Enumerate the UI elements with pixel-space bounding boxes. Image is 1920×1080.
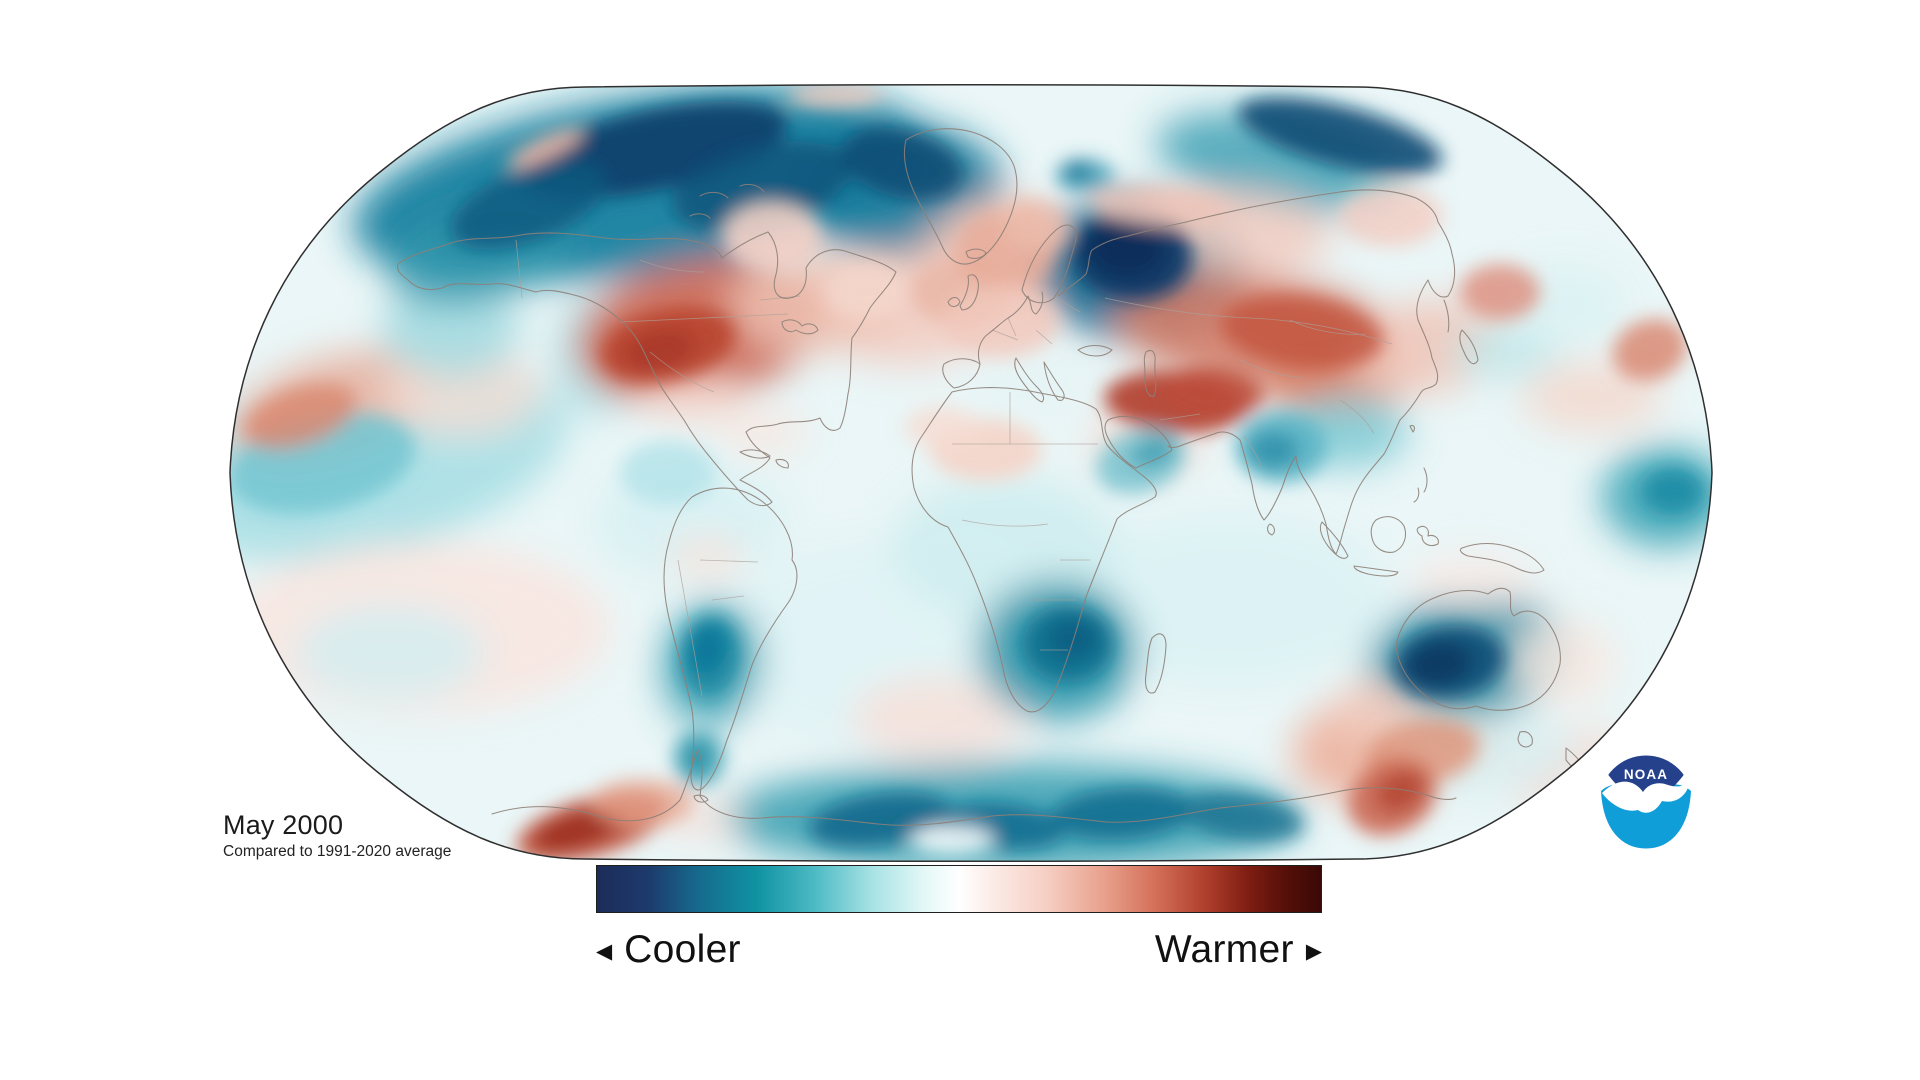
map-title-period: May 2000: [223, 810, 344, 840]
coast-new-guinea: [1459, 542, 1545, 574]
coast-italy: [1014, 357, 1045, 403]
coast-arabia: [1104, 415, 1173, 469]
legend-cooler: ◀ Cooler: [596, 928, 741, 972]
coast-taiwan: [1409, 424, 1415, 433]
coast-tasmania: [1517, 731, 1533, 748]
coast-uk: [959, 274, 979, 311]
coast-philippines: [1413, 467, 1428, 503]
colorbar-legend-labels: ◀ Cooler Warmer ▶: [596, 924, 1322, 976]
coast-tierra-del-fuego: [693, 794, 709, 803]
coast-cuba: [739, 449, 771, 459]
coast-baltic-east: [1057, 249, 1093, 297]
coast-australia: [1395, 587, 1561, 711]
coast-sumatra: [1319, 521, 1349, 559]
coast-iberia: [942, 358, 981, 389]
coast-south-america: [663, 487, 798, 791]
coast-black-sea: [1077, 344, 1113, 357]
cooler-label: Cooler: [624, 928, 741, 971]
coast-west-europe: [977, 291, 1044, 365]
map-projection-outline: [229, 84, 1713, 862]
coast-africa: [911, 387, 1157, 713]
coast-caspian: [1143, 349, 1157, 397]
coast-borneo: [1370, 516, 1407, 553]
coast-north-america: [397, 231, 897, 507]
warmer-label: Warmer: [1154, 928, 1294, 971]
anomaly-layer-core: [230, 84, 1704, 862]
coast-japan: [1459, 329, 1479, 365]
coast-asia: [1091, 189, 1456, 555]
noaa-logo: NOAA: [1599, 755, 1693, 849]
coast-iceland: [965, 248, 987, 259]
coast-madagascar: [1145, 633, 1167, 694]
map-title-baseline: Compared to 1991-2020 average: [223, 843, 452, 861]
coast-ireland: [947, 296, 961, 308]
coast-arctic-islands: [689, 183, 765, 219]
coast-greenland: [903, 128, 1018, 265]
coast-scandinavia: [1021, 224, 1077, 304]
warmer-arrow-right-icon: ▶: [1305, 939, 1322, 963]
cooler-arrow-left-icon: ◀: [596, 939, 613, 963]
legend-warmer: Warmer ▶: [1155, 928, 1322, 972]
title-block: May 2000 Compared to 1991-2020 average: [223, 810, 451, 862]
noaa-logo-wordmark: NOAA: [1624, 767, 1668, 782]
coast-java: [1353, 565, 1399, 577]
colorbar-gradient: [596, 865, 1322, 913]
coast-great-lakes: [781, 319, 819, 335]
coast-sri-lanka: [1267, 523, 1275, 536]
world-map: [230, 84, 1712, 862]
coast-antarctica: [491, 749, 1457, 826]
coast-sulawesi: [1416, 525, 1439, 547]
coast-sakhalin: [1443, 299, 1450, 333]
noaa-logo-bird: [1602, 781, 1690, 813]
country-borders: [515, 239, 1393, 697]
coast-hispaniola: [775, 458, 789, 469]
